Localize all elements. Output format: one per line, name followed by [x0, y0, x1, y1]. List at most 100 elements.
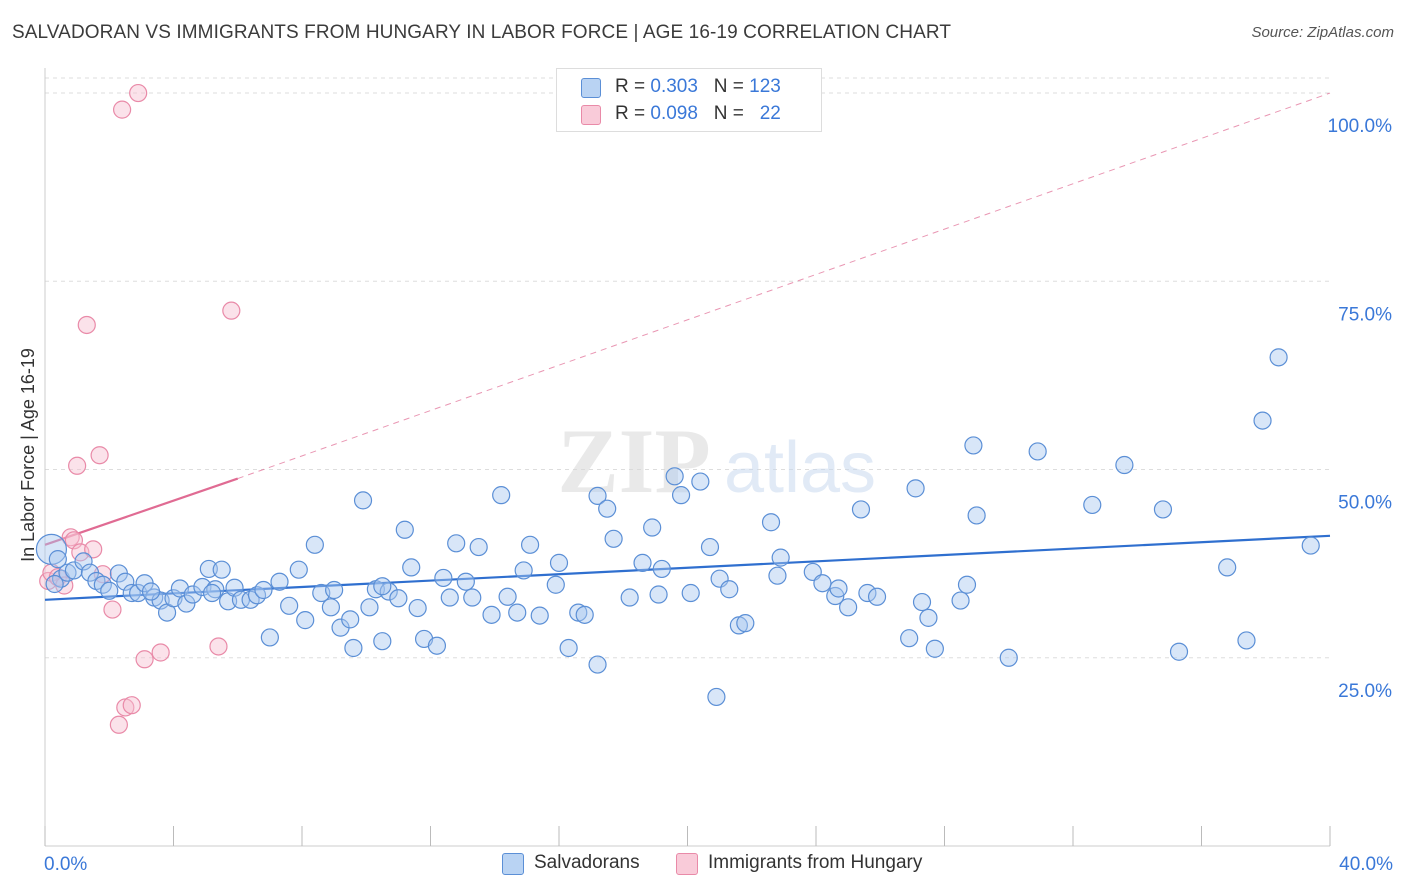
data-point-salvadorans: [1253, 411, 1272, 430]
data-point-salvadorans: [427, 636, 447, 655]
data-point-salvadorans: [925, 639, 944, 658]
data-point-salvadorans: [906, 479, 925, 498]
data-point-hungary: [151, 643, 170, 662]
trend-line-hungary: [44, 477, 239, 546]
data-point-salvadorans: [633, 553, 652, 572]
legend-n-label: N =: [713, 103, 744, 124]
legend-text-salvadorans: R = 0.303 N = 123: [615, 76, 781, 98]
trend-line-hungary-extension: [237, 92, 1331, 480]
data-point-hungary: [122, 696, 141, 715]
bottom-legend-label: Salvadorans: [534, 852, 640, 873]
data-point-salvadorans: [199, 559, 218, 579]
data-point-salvadorans: [1169, 642, 1189, 661]
data-point-salvadorans: [964, 436, 983, 455]
data-point-salvadorans: [270, 572, 289, 591]
legend-r-label: R =: [615, 103, 646, 124]
data-point-salvadorans: [341, 610, 360, 629]
data-point-hungary: [77, 315, 96, 335]
data-point-salvadorans: [482, 605, 501, 624]
data-point-salvadorans: [588, 655, 607, 674]
data-point-salvadorans: [45, 574, 64, 594]
series-hungary-points: [39, 83, 241, 734]
y-tick-label: 50.0%: [1338, 493, 1392, 514]
data-point-salvadorans: [122, 583, 141, 603]
data-point-salvadorans: [373, 632, 392, 651]
legend-swatch-pink: [581, 105, 601, 125]
data-point-salvadorans: [64, 561, 84, 580]
data-point-salvadorans: [100, 581, 119, 600]
data-point-hungary: [90, 446, 109, 465]
data-point-salvadorans: [183, 585, 202, 604]
data-point-salvadorans: [389, 589, 408, 608]
data-point-salvadorans: [280, 596, 299, 615]
correlation-legend: R = 0.303 N = 123 R = 0.098 N = 22: [556, 68, 822, 132]
data-point-salvadorans: [575, 605, 594, 624]
data-point-salvadorans: [1083, 495, 1102, 515]
data-point-salvadorans: [344, 638, 363, 658]
data-point-salvadorans: [360, 598, 379, 617]
data-point-salvadorans: [736, 614, 755, 633]
data-point-salvadorans: [520, 535, 540, 554]
data-point-salvadorans: [598, 499, 617, 518]
bottom-legend-swatch-pink: [676, 853, 698, 875]
data-point-salvadorans: [1153, 500, 1173, 519]
data-point-salvadorans: [395, 520, 414, 539]
data-point-salvadorans: [858, 583, 877, 603]
data-point-salvadorans: [508, 603, 527, 622]
data-point-salvadorans: [912, 592, 932, 612]
data-point-salvadorans: [408, 598, 427, 618]
data-point-salvadorans: [456, 572, 475, 591]
data-point-salvadorans: [720, 580, 739, 599]
data-point-salvadorans: [1301, 536, 1320, 555]
data-point-salvadorans: [305, 535, 324, 554]
data-point-hungary: [209, 637, 228, 656]
data-point-salvadorans: [643, 518, 662, 537]
gridlines: [45, 77, 1330, 659]
data-point-salvadorans: [498, 587, 517, 606]
data-point-salvadorans: [254, 580, 273, 600]
data-point-salvadorans: [48, 550, 67, 569]
data-point-salvadorans: [620, 588, 639, 607]
data-point-salvadorans: [665, 467, 684, 486]
legend-r-value: 0.098: [650, 103, 698, 124]
data-point-salvadorans: [492, 486, 511, 505]
data-point-salvadorans: [671, 486, 691, 505]
trend-line-salvadorans: [44, 534, 1331, 601]
data-point-salvadorans: [951, 591, 970, 610]
data-point-salvadorans: [900, 629, 919, 648]
source-label: Source: ZipAtlas.com: [1251, 24, 1394, 41]
data-point-salvadorans: [546, 575, 565, 594]
data-point-salvadorans: [549, 553, 569, 572]
data-point-salvadorans: [829, 579, 848, 598]
data-point-salvadorans: [469, 537, 488, 557]
legend-n-value: 22: [759, 103, 781, 124]
watermark-zip: ZIP: [557, 410, 710, 512]
data-point-salvadorans: [289, 560, 308, 579]
data-point-salvadorans: [588, 486, 607, 505]
data-point-salvadorans: [116, 572, 135, 591]
data-point-salvadorans: [212, 560, 231, 579]
data-point-salvadorans: [202, 583, 222, 603]
data-point-salvadorans: [761, 513, 781, 532]
legend-text-hungary: R = 0.098 N = 22: [615, 103, 781, 125]
legend-n-value: 123: [749, 76, 781, 97]
data-point-salvadorans: [813, 574, 832, 593]
watermark-atlas: atlas: [724, 428, 876, 508]
data-point-salvadorans: [1269, 348, 1288, 367]
y-tick-label: 100.0%: [1328, 116, 1393, 137]
tick-labels: 25.0% 50.0% 75.0% 100.0% 0.0% 40.0%: [44, 116, 1393, 875]
y-tick-label: 75.0%: [1338, 304, 1392, 325]
y-tick-label: 25.0%: [1338, 681, 1392, 702]
series-salvadorans-points: [35, 348, 1320, 707]
data-point-salvadorans: [402, 558, 421, 577]
data-point-salvadorans: [771, 548, 790, 567]
data-point-salvadorans: [325, 580, 344, 600]
data-point-salvadorans: [260, 628, 279, 647]
data-point-salvadorans: [604, 529, 623, 548]
x-tick-label: 0.0%: [44, 854, 87, 875]
data-point-salvadorans: [1218, 558, 1237, 577]
data-point-salvadorans: [1115, 455, 1134, 475]
data-point-salvadorans: [691, 472, 710, 491]
data-point-salvadorans: [353, 491, 373, 510]
data-point-salvadorans: [321, 598, 341, 617]
